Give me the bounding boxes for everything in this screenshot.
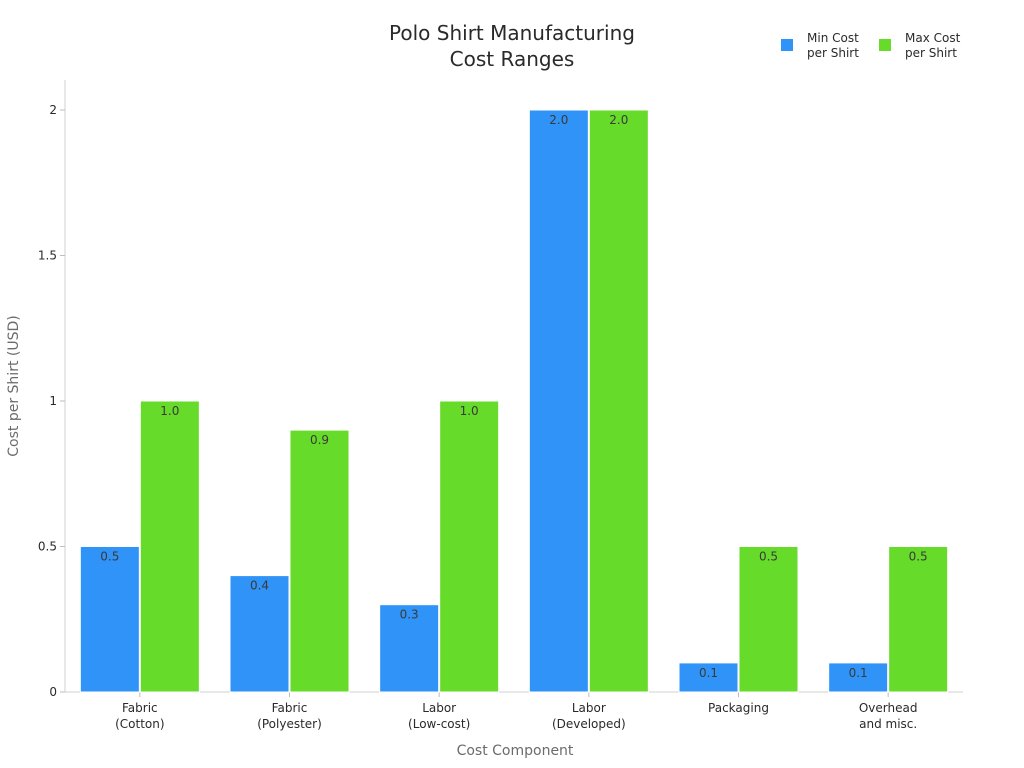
bar-value-label: 0.5 bbox=[759, 550, 778, 564]
x-tick-label: Fabric (Polyester) bbox=[257, 701, 322, 731]
bar-value-label: 0.1 bbox=[849, 666, 868, 680]
bar-value-label: 0.1 bbox=[699, 666, 718, 680]
bar-value-label: 1.0 bbox=[160, 404, 179, 418]
bar-value-label: 2.0 bbox=[609, 113, 628, 127]
bar-max-cost bbox=[888, 546, 949, 693]
bar-max-cost bbox=[289, 429, 350, 693]
chart-title-line: Polo Shirt Manufacturing bbox=[389, 21, 635, 45]
y-tick-label: 0.5 bbox=[38, 540, 57, 554]
bar-value-label: 0.5 bbox=[909, 550, 928, 564]
bar-min-cost bbox=[828, 662, 889, 693]
y-axis-title: Cost per Shirt (USD) bbox=[6, 315, 22, 456]
bar-value-label: 2.0 bbox=[549, 113, 568, 127]
bar-value-label: 0.4 bbox=[250, 579, 269, 593]
x-axis-title: Cost Component bbox=[457, 743, 574, 759]
axes: 0 0.5 1 1.5 2 Fabric (Cotton) Fabric (Polyester)… bbox=[38, 80, 963, 731]
bar-min-cost bbox=[79, 546, 140, 693]
bar-max-cost bbox=[439, 400, 500, 693]
y-tick-label: 2 bbox=[49, 103, 57, 117]
x-tick-label: Packaging bbox=[708, 701, 769, 715]
legend-swatch bbox=[781, 39, 793, 51]
bar-max-cost bbox=[588, 109, 649, 693]
bar-min-cost bbox=[229, 575, 290, 693]
x-tick-label: Overhead and misc. bbox=[859, 701, 918, 731]
x-tick-label: Labor (Low-cost) bbox=[408, 701, 470, 731]
y-tick-label: 1 bbox=[49, 394, 57, 408]
bar-min-cost bbox=[379, 604, 440, 693]
legend-swatch bbox=[879, 39, 891, 51]
bar-value-label: 0.9 bbox=[310, 433, 329, 447]
legend-label: Max Cost per Shirt bbox=[905, 31, 961, 60]
bar-min-cost bbox=[678, 662, 739, 693]
y-tick-label: 1.5 bbox=[38, 249, 57, 263]
chart-title-line: Cost Ranges bbox=[450, 47, 575, 71]
legend: Min Cost per Shirt Max Cost per Shirt bbox=[781, 31, 961, 60]
y-tick-label: 0 bbox=[49, 685, 57, 699]
legend-label: Min Cost per Shirt bbox=[807, 31, 859, 60]
x-tick-label: Labor (Developed) bbox=[552, 701, 626, 731]
bar-value-label: 0.5 bbox=[100, 550, 119, 564]
bar-max-cost bbox=[139, 400, 200, 693]
x-tick-label: Fabric (Cotton) bbox=[115, 701, 164, 731]
bar-max-cost bbox=[738, 546, 799, 693]
bars bbox=[79, 109, 949, 693]
bar-labels: 0.5 1.0 0.4 0.9 0.3 1.0 2.0 2.0 0.1 0.5 0.1 0.5 bbox=[100, 113, 927, 680]
bar-value-label: 0.3 bbox=[400, 608, 419, 622]
bar-value-label: 1.0 bbox=[460, 404, 479, 418]
bar-min-cost bbox=[528, 109, 589, 693]
